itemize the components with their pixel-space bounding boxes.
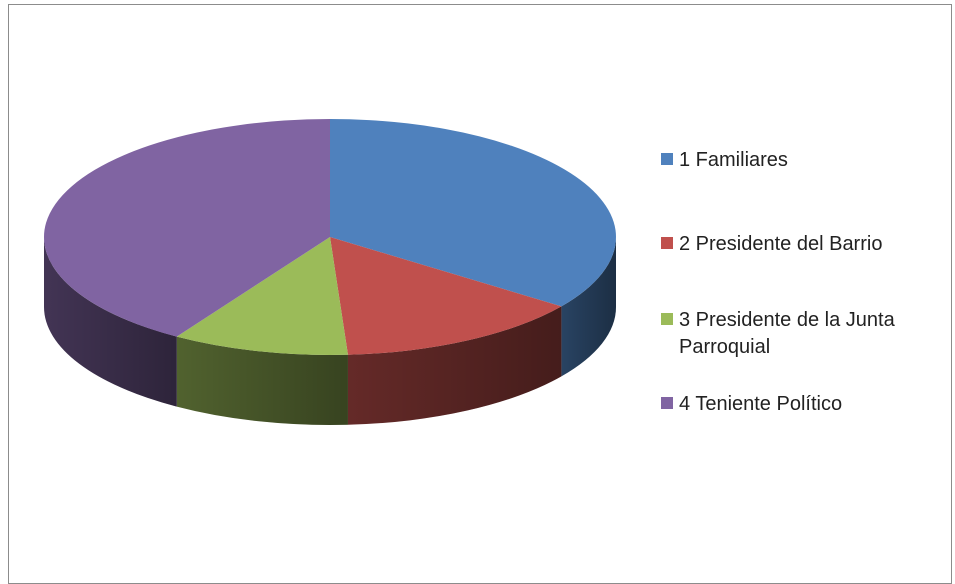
pie-side-shade-2	[347, 306, 562, 425]
pie-slice-3	[176, 237, 348, 355]
pie-slice-2	[330, 237, 562, 355]
legend-label: 1 Familiares	[679, 149, 788, 171]
legend-item-presidente-barrio: 2 Presidente del Barrio	[661, 231, 955, 258]
legend-label: 3 Presidente de la Junta Parroquial	[679, 309, 895, 358]
legend-item-familiares: 1 Familiares	[661, 147, 955, 174]
legend-swatch	[661, 153, 673, 165]
pie-tops	[43, 119, 616, 355]
chart-area: 1 Familiares 2 Presidente del Barrio 3 P…	[8, 4, 952, 584]
legend-swatch	[661, 237, 673, 249]
pie-chart	[43, 119, 616, 425]
legend-item-presidente-junta: 3 Presidente de la Junta Parroquial	[661, 307, 955, 361]
pie-slice-4	[43, 119, 331, 337]
legend-label: 2 Presidente del Barrio	[679, 233, 883, 255]
pie-side-shade-4	[44, 237, 177, 407]
legend-label: 4 Teniente Político	[679, 393, 843, 415]
pie-slice-1	[330, 119, 616, 307]
pie-side-shade-1	[561, 237, 616, 377]
legend-swatch	[661, 313, 673, 325]
pie-side-shade-3	[176, 336, 348, 425]
legend-swatch	[661, 397, 673, 409]
legend-item-teniente-politico: 4 Teniente Político	[661, 391, 955, 418]
pie-sides	[44, 237, 616, 425]
